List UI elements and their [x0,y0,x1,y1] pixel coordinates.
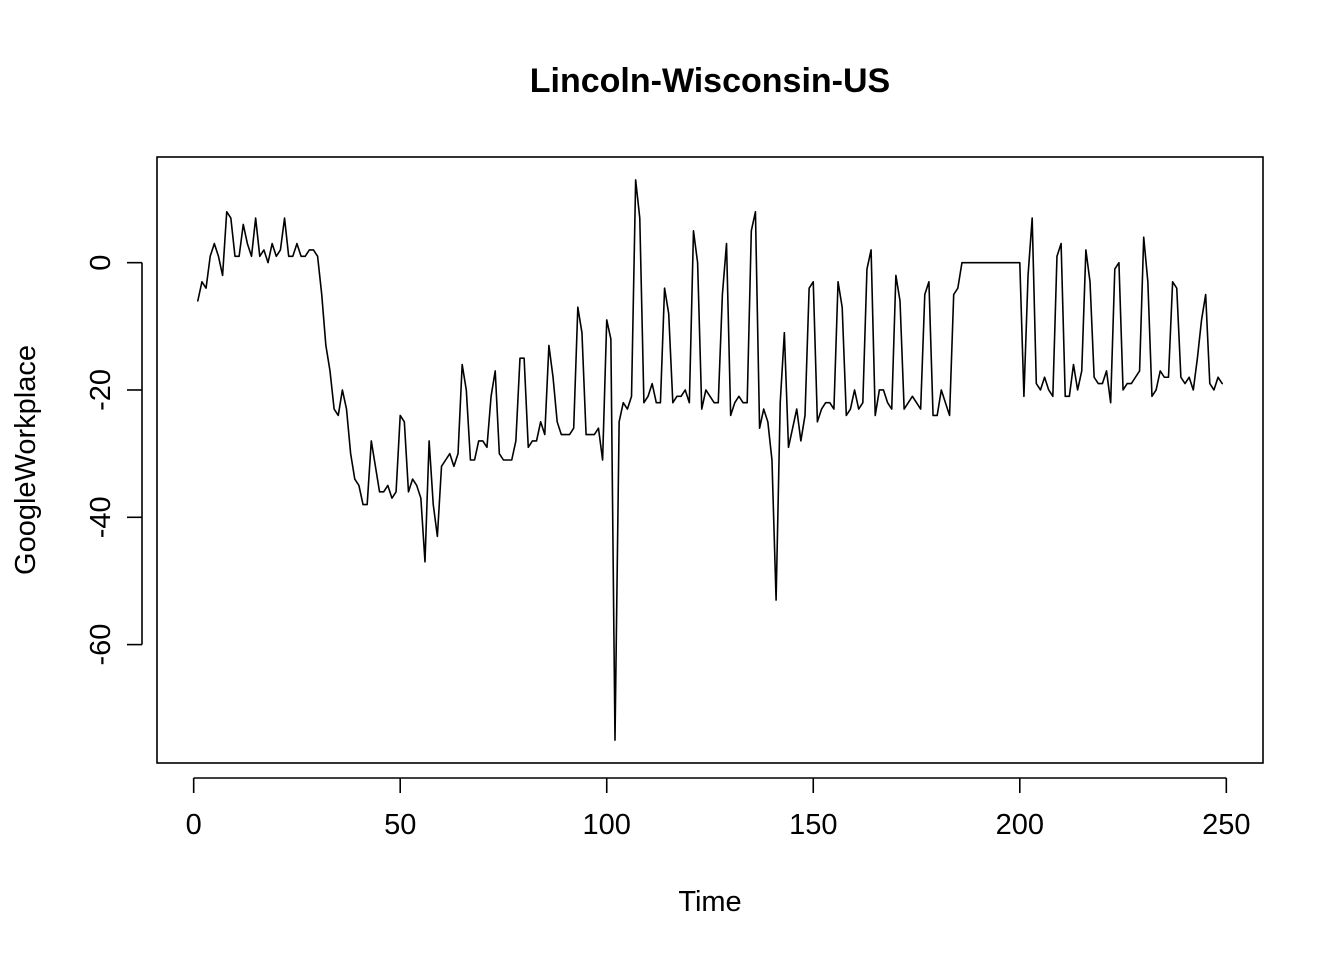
y-tick-label: -20 [85,369,117,411]
y-tick-label: 0 [85,255,117,271]
x-tick-label: 200 [996,809,1044,841]
series-line-1 [197,179,1223,741]
chart-title: Lincoln-Wisconsin-US [530,62,890,100]
y-axis-label: GoogleWorkplace [10,345,42,575]
x-tick-label: 50 [384,809,416,841]
y-tick-label: -60 [85,624,117,666]
x-tick-label: 250 [1202,809,1250,841]
y-tick-label: -40 [85,496,117,538]
x-axis: 0 50 100 150 200 250 [186,777,1251,841]
y-axis: 0 -20 -40 -60 [85,255,143,666]
series-group [197,179,1223,741]
x-axis-label: Time [678,886,741,918]
x-tick-label: 150 [789,809,837,841]
plot-area-frame [156,156,1264,764]
x-tick-label: 100 [583,809,631,841]
x-tick-label: 0 [186,809,202,841]
